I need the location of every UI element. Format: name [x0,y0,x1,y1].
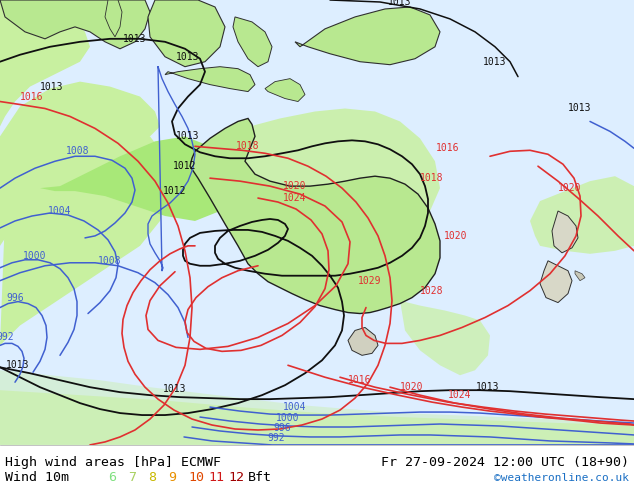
Text: 1018: 1018 [236,141,260,151]
Polygon shape [190,119,440,314]
Text: 996: 996 [273,423,291,433]
Text: 12: 12 [228,471,244,485]
Polygon shape [0,126,170,345]
Text: 1016: 1016 [436,143,460,153]
Text: 1000: 1000 [276,413,300,423]
Polygon shape [233,17,272,67]
Text: 1020: 1020 [559,183,582,193]
Text: High wind areas [hPa] ECMWF: High wind areas [hPa] ECMWF [5,456,221,469]
Polygon shape [400,300,490,375]
Text: 1020: 1020 [283,181,307,191]
Polygon shape [348,327,378,355]
Polygon shape [552,211,578,253]
Text: 1024: 1024 [448,390,472,400]
Text: 1028: 1028 [420,286,444,295]
Text: 1013: 1013 [476,382,500,392]
Text: 1020: 1020 [444,231,468,241]
Text: 992: 992 [0,332,14,343]
Text: 1024: 1024 [283,193,307,203]
Text: 1013: 1013 [176,131,200,141]
Text: ©weatheronline.co.uk: ©weatheronline.co.uk [494,473,629,483]
Polygon shape [265,78,305,101]
Polygon shape [540,261,572,303]
Polygon shape [195,108,440,251]
Polygon shape [295,7,440,65]
Polygon shape [40,136,235,221]
Text: 1008: 1008 [66,147,90,156]
Text: 1013: 1013 [163,384,187,394]
Text: 1004: 1004 [283,402,307,412]
Text: 1016: 1016 [348,375,372,385]
Polygon shape [0,390,634,445]
Polygon shape [0,370,634,445]
Text: 1004: 1004 [48,206,72,216]
Polygon shape [148,0,225,67]
Text: 1013: 1013 [123,34,146,44]
Polygon shape [530,176,634,254]
Polygon shape [575,271,585,281]
Text: 1013: 1013 [483,57,507,67]
Text: 7: 7 [128,471,136,485]
Text: 1013: 1013 [568,103,592,114]
Text: Wind 10m: Wind 10m [5,471,69,485]
Text: Fr 27-09-2024 12:00 UTC (18+90): Fr 27-09-2024 12:00 UTC (18+90) [381,456,629,469]
Text: 1029: 1029 [358,276,382,286]
Text: 9: 9 [168,471,176,485]
Text: 1008: 1008 [98,256,122,266]
Text: Bft: Bft [248,471,272,485]
Polygon shape [105,0,122,37]
Text: 1013: 1013 [388,0,411,7]
Polygon shape [0,0,150,49]
Polygon shape [165,67,255,92]
Polygon shape [0,0,90,126]
Text: 1013: 1013 [6,360,30,370]
Text: 1000: 1000 [23,251,47,261]
Text: 8: 8 [148,471,156,485]
Text: 996: 996 [6,293,24,303]
Text: 1020: 1020 [400,382,424,392]
Text: 1013: 1013 [40,82,64,92]
Text: 1012: 1012 [163,186,187,196]
Text: 10: 10 [188,471,204,485]
Text: 1012: 1012 [173,161,197,171]
Polygon shape [0,82,160,246]
Text: 6: 6 [108,471,116,485]
Text: 1013: 1013 [176,52,200,62]
Text: 11: 11 [208,471,224,485]
Text: 1016: 1016 [20,92,44,101]
Text: 992: 992 [267,433,285,443]
Text: 1018: 1018 [420,173,444,183]
